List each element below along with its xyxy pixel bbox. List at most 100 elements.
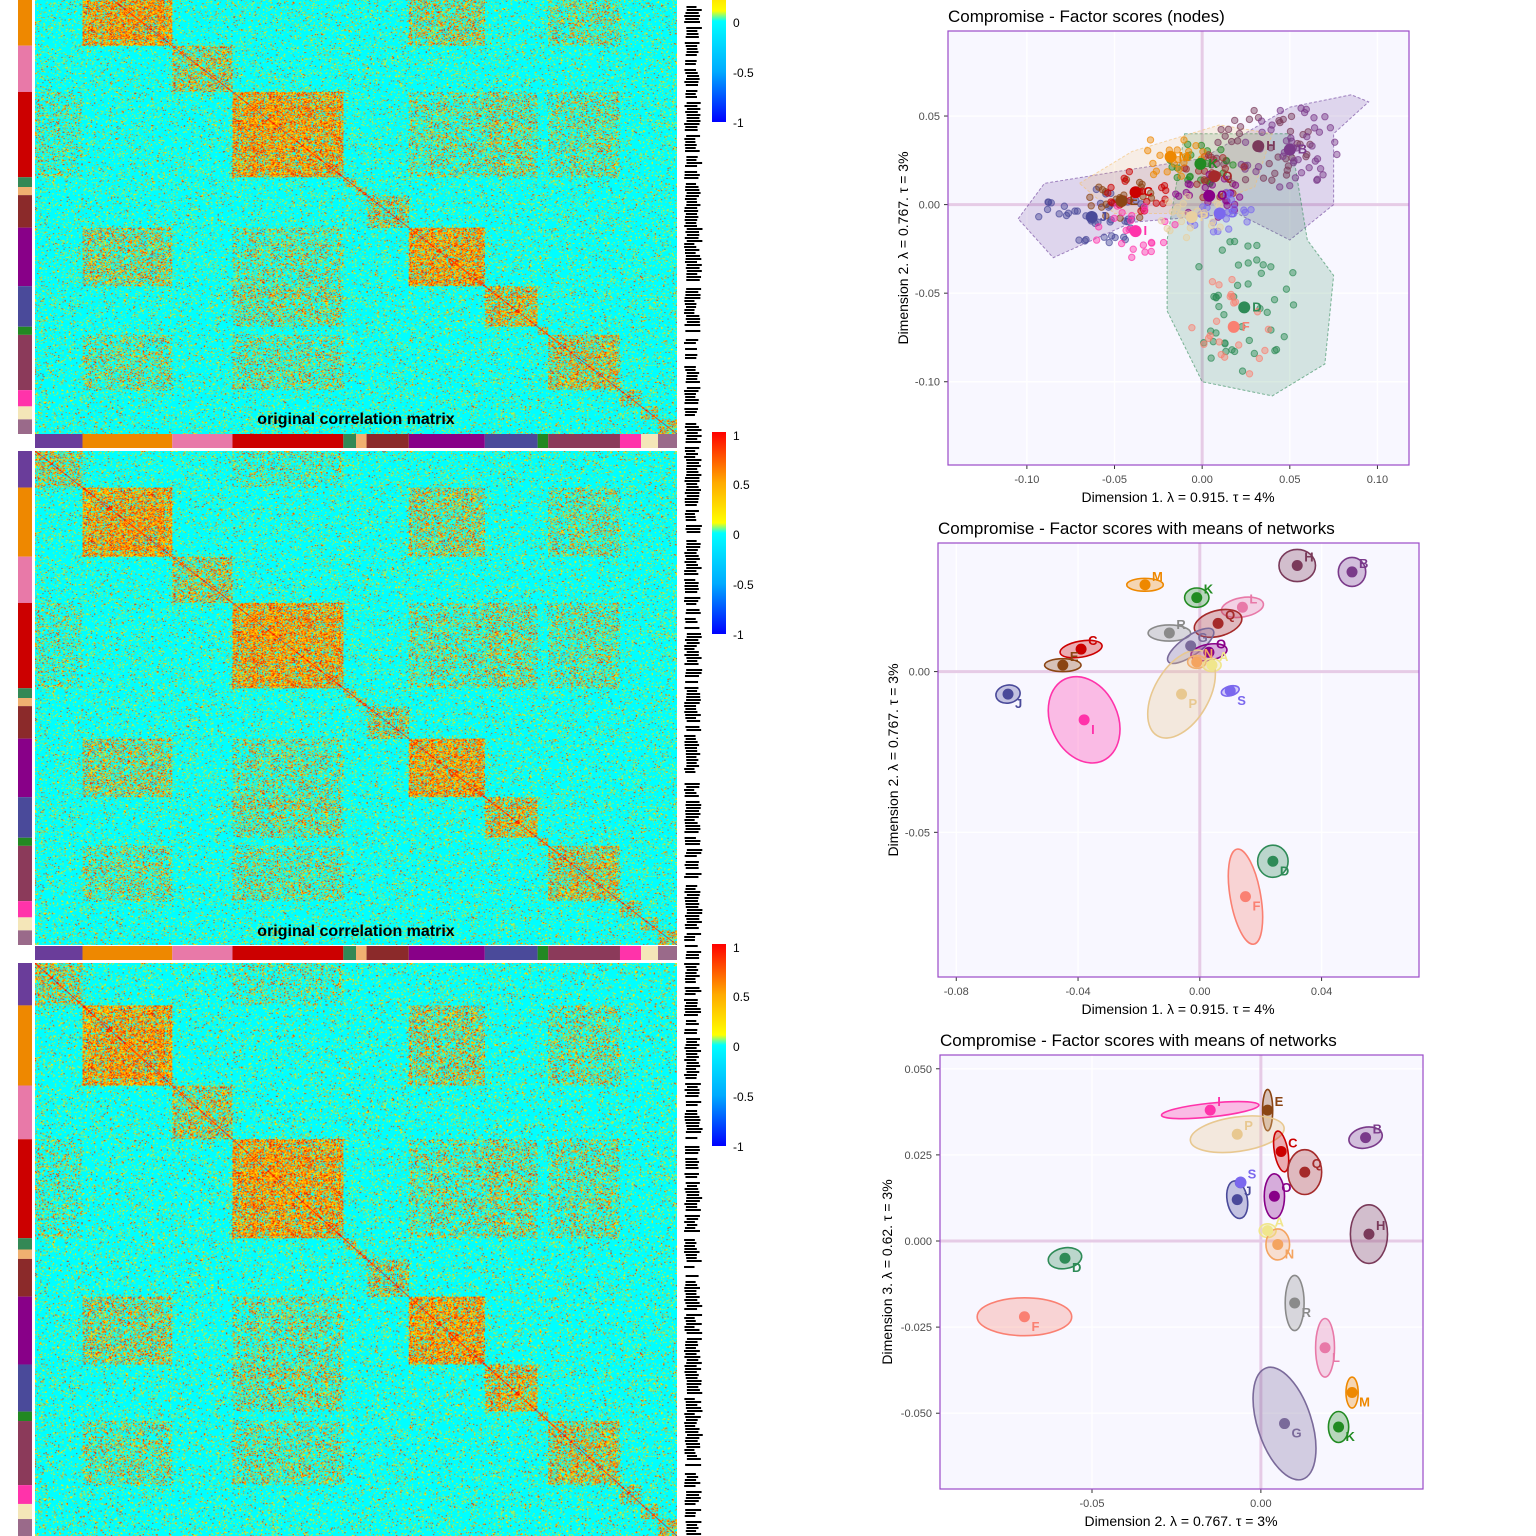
node-point	[1139, 241, 1148, 249]
row-label-mark	[686, 921, 702, 923]
row-label-mark	[686, 474, 702, 476]
network-label: F	[1252, 899, 1260, 914]
row-label-mark	[684, 1173, 699, 1175]
colorbar-2-tick: -1	[733, 628, 744, 642]
row-label-mark	[685, 348, 697, 350]
row-label-mark	[686, 75, 700, 77]
colorbar-3-tick: 0	[733, 1040, 740, 1054]
colorbar-1: 0 -0.5 -1	[712, 0, 754, 130]
network-mean-point	[1283, 143, 1296, 156]
row-label-mark	[684, 1317, 695, 1319]
colorbar-2-tick: -0.5	[733, 578, 754, 592]
network-bottom-segment	[232, 434, 344, 448]
row-label-mark	[686, 669, 703, 671]
node-point	[1305, 163, 1313, 172]
network-mean-point	[1002, 688, 1014, 700]
node-point	[1188, 323, 1196, 332]
row-label-mark	[684, 498, 699, 500]
row-label-mark	[686, 1419, 698, 1421]
row-label-mark	[684, 15, 701, 17]
row-label-mark	[685, 249, 700, 251]
network-bottom-segment	[366, 434, 409, 448]
plot-border	[939, 1054, 1424, 1490]
node-point	[1110, 214, 1118, 223]
network-label: J	[1100, 209, 1107, 224]
row-label-mark	[685, 291, 699, 293]
node-point	[1282, 137, 1291, 145]
row-label-mark	[685, 93, 696, 95]
network-label: G	[1292, 1426, 1302, 1441]
row-label-mark	[685, 84, 698, 86]
node-point	[1173, 203, 1182, 211]
row-label-mark	[684, 837, 696, 839]
network-label: C	[1288, 1135, 1298, 1150]
row-label-mark	[684, 1266, 695, 1268]
node-point	[1316, 165, 1325, 173]
network-bottom-segment	[657, 946, 677, 960]
row-label-mark	[685, 1464, 702, 1466]
network-mean-point	[1203, 646, 1215, 658]
row-label-mark	[684, 246, 697, 248]
colorbar-1-tick: -1	[733, 116, 744, 130]
network-label: H	[1266, 138, 1275, 153]
row-label-mark	[686, 786, 700, 788]
row-label-mark	[685, 1407, 702, 1409]
heatmap-2	[35, 451, 677, 945]
node-point	[1095, 183, 1103, 191]
row-label-mark	[685, 18, 699, 20]
node-point	[1111, 233, 1119, 242]
row-label-mark	[686, 279, 700, 281]
colorbar-2-tick: 1	[733, 429, 740, 443]
network-mean-point	[1272, 1238, 1284, 1250]
node-point	[1229, 209, 1238, 218]
network-mean-point	[1206, 659, 1218, 671]
node-point	[1221, 164, 1230, 173]
row-label-mark	[684, 1425, 696, 1427]
row-label-mark	[685, 1344, 699, 1346]
row-label-mark	[685, 330, 701, 332]
x-tick-label: 0.10	[1367, 474, 1388, 486]
node-point	[1236, 123, 1245, 131]
network-label: F	[1242, 319, 1250, 334]
row-label-mark	[685, 957, 700, 959]
row-label-mark	[686, 543, 701, 545]
node-point	[1233, 137, 1242, 145]
network-bottom-segment	[408, 946, 485, 960]
network-label: E	[1275, 1094, 1284, 1109]
row-label-mark	[684, 1479, 697, 1481]
row-label-mark	[685, 681, 699, 683]
network-sidebar-segment	[18, 0, 32, 46]
network-sidebar-segment	[18, 1238, 32, 1250]
row-label-mark	[684, 789, 695, 791]
row-label-mark	[686, 378, 698, 380]
row-label-mark	[685, 861, 699, 863]
network-sidebar-segment	[18, 91, 32, 178]
node-point	[1200, 176, 1208, 184]
row-label-mark	[685, 504, 697, 506]
network-label: C	[1144, 184, 1154, 199]
row-label-mark	[684, 711, 698, 713]
row-label-mark	[685, 381, 700, 383]
row-label-mark	[685, 906, 699, 908]
plot-background	[940, 1055, 1423, 1489]
row-label-mark	[685, 213, 698, 215]
node-point	[1225, 225, 1233, 233]
row-label-mark	[685, 738, 696, 740]
row-label-mark	[685, 1209, 701, 1211]
node-point	[1207, 354, 1215, 362]
row-label-mark	[684, 561, 697, 563]
node-point	[1326, 124, 1335, 132]
row-label-mark	[686, 642, 700, 644]
row-label-mark	[686, 306, 697, 308]
plot-3-title: Compromise - Factor scores with means of…	[940, 1031, 1337, 1050]
network-mean-point	[1115, 195, 1128, 208]
node-point	[1310, 124, 1319, 132]
node-point	[1122, 226, 1130, 235]
network-sidebar-segment	[18, 930, 32, 945]
row-label-mark	[684, 456, 696, 458]
y-tick-label: 0.000	[904, 1236, 932, 1248]
row-label-mark	[686, 1392, 703, 1394]
row-label-mark	[685, 216, 699, 218]
row-label-mark	[685, 354, 698, 356]
row-label-mark	[684, 744, 700, 746]
